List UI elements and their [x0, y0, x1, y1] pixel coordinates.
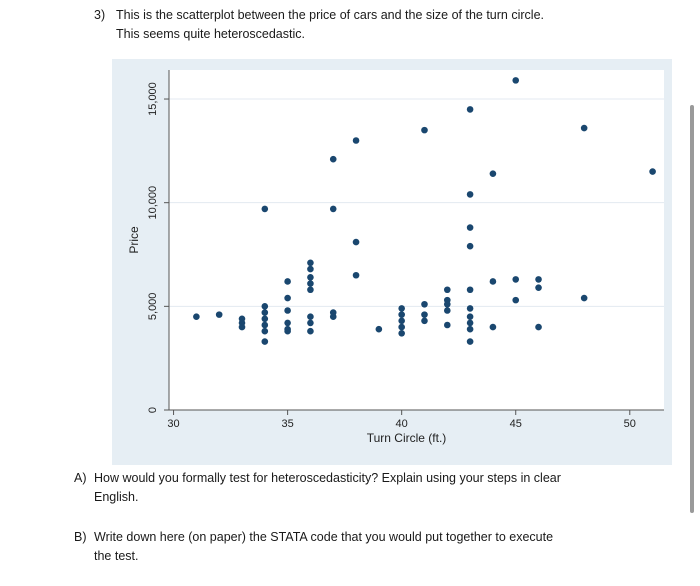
y-tick-label: 0	[147, 407, 159, 413]
question-b-line-2: the test.	[94, 549, 139, 563]
data-point	[398, 317, 405, 325]
data-point	[535, 276, 542, 283]
x-tick-label: 35	[281, 418, 293, 430]
data-point	[307, 313, 314, 321]
data-point	[193, 313, 200, 321]
data-point	[261, 338, 269, 345]
data-point	[261, 303, 269, 310]
data-point	[512, 296, 520, 304]
data-point	[307, 280, 314, 287]
data-point	[284, 294, 291, 302]
data-point	[421, 300, 428, 308]
question-b-line-1: Write down here (on paper) the STATA cod…	[94, 530, 554, 544]
data-point	[284, 307, 291, 314]
data-point	[261, 315, 269, 323]
question-3-line-2: This seems quite heteroscedastic.	[116, 27, 305, 41]
data-points	[193, 77, 656, 345]
scatterplot-figure: 30 35 40 45 50 0 5,000 10,000 15,000 Turn Circle…	[112, 59, 672, 465]
data-point	[649, 168, 656, 175]
data-point	[421, 311, 428, 318]
scatterplot-svg: 30 35 40 45 50 0 5,000 10,000 15,000 Turn Circle…	[127, 70, 664, 445]
axis-ticks: 30 35 40 45 50 0 5,000 10,000 15,000	[147, 82, 636, 430]
x-tick-label: 45	[510, 418, 522, 430]
data-point	[443, 286, 451, 294]
data-point	[307, 265, 314, 273]
x-tick-label: 30	[167, 418, 179, 430]
data-point	[375, 325, 383, 333]
data-point	[284, 278, 291, 285]
data-point	[580, 294, 588, 302]
data-point	[398, 311, 405, 318]
x-tick-label: 50	[624, 418, 636, 430]
data-point	[466, 313, 474, 321]
data-point	[421, 126, 428, 134]
data-point	[466, 106, 474, 113]
data-point	[466, 325, 474, 333]
question-number: 3)	[94, 8, 106, 22]
data-point	[284, 319, 291, 327]
data-point	[443, 321, 451, 329]
data-point	[352, 137, 360, 144]
question-a-label: A)	[74, 471, 87, 485]
data-point	[329, 313, 337, 321]
data-point	[307, 259, 314, 267]
data-point	[489, 323, 497, 331]
data-point	[580, 124, 588, 132]
data-point	[466, 224, 474, 231]
data-point	[466, 319, 474, 327]
plot-area	[169, 70, 664, 410]
data-point	[489, 170, 497, 177]
x-tick-label: 40	[396, 418, 408, 430]
data-point	[466, 191, 474, 198]
data-point	[512, 77, 520, 84]
y-tick-label: 10,000	[147, 186, 159, 220]
y-tick-label: 5,000	[147, 293, 159, 321]
data-point	[261, 205, 269, 213]
data-point	[466, 305, 474, 312]
data-point	[352, 238, 360, 246]
question-a-line-1: How would you formally test for heterosc…	[94, 471, 561, 485]
data-point	[238, 323, 246, 331]
data-point	[329, 205, 337, 213]
question-b-label: B)	[74, 530, 87, 544]
x-axis-label: Turn Circle (ft.)	[367, 431, 447, 445]
data-point	[352, 271, 360, 279]
data-point	[443, 307, 451, 314]
data-point	[398, 323, 405, 331]
data-point	[398, 305, 405, 312]
data-point	[421, 317, 428, 325]
data-point	[398, 329, 405, 337]
data-point	[307, 286, 314, 294]
question-a-line-2: English.	[94, 490, 139, 504]
data-point	[466, 286, 474, 294]
data-point	[307, 274, 314, 281]
data-point	[466, 242, 474, 250]
data-point	[329, 155, 337, 163]
data-point	[489, 278, 497, 285]
data-point	[443, 300, 451, 308]
data-point	[466, 338, 474, 345]
data-point	[512, 276, 520, 283]
data-point	[261, 327, 269, 335]
data-point	[284, 327, 291, 335]
vertical-scrollbar[interactable]	[690, 105, 694, 513]
data-point	[261, 309, 269, 316]
data-point	[307, 319, 314, 327]
data-point	[307, 327, 314, 335]
data-point	[535, 284, 542, 291]
data-point	[535, 323, 542, 331]
question-3-line-1: This is the scatterplot between the pric…	[116, 8, 544, 22]
y-tick-label: 15,000	[147, 82, 159, 116]
y-axis-label: Price	[127, 226, 141, 254]
data-point	[261, 321, 269, 329]
data-point	[215, 311, 223, 318]
